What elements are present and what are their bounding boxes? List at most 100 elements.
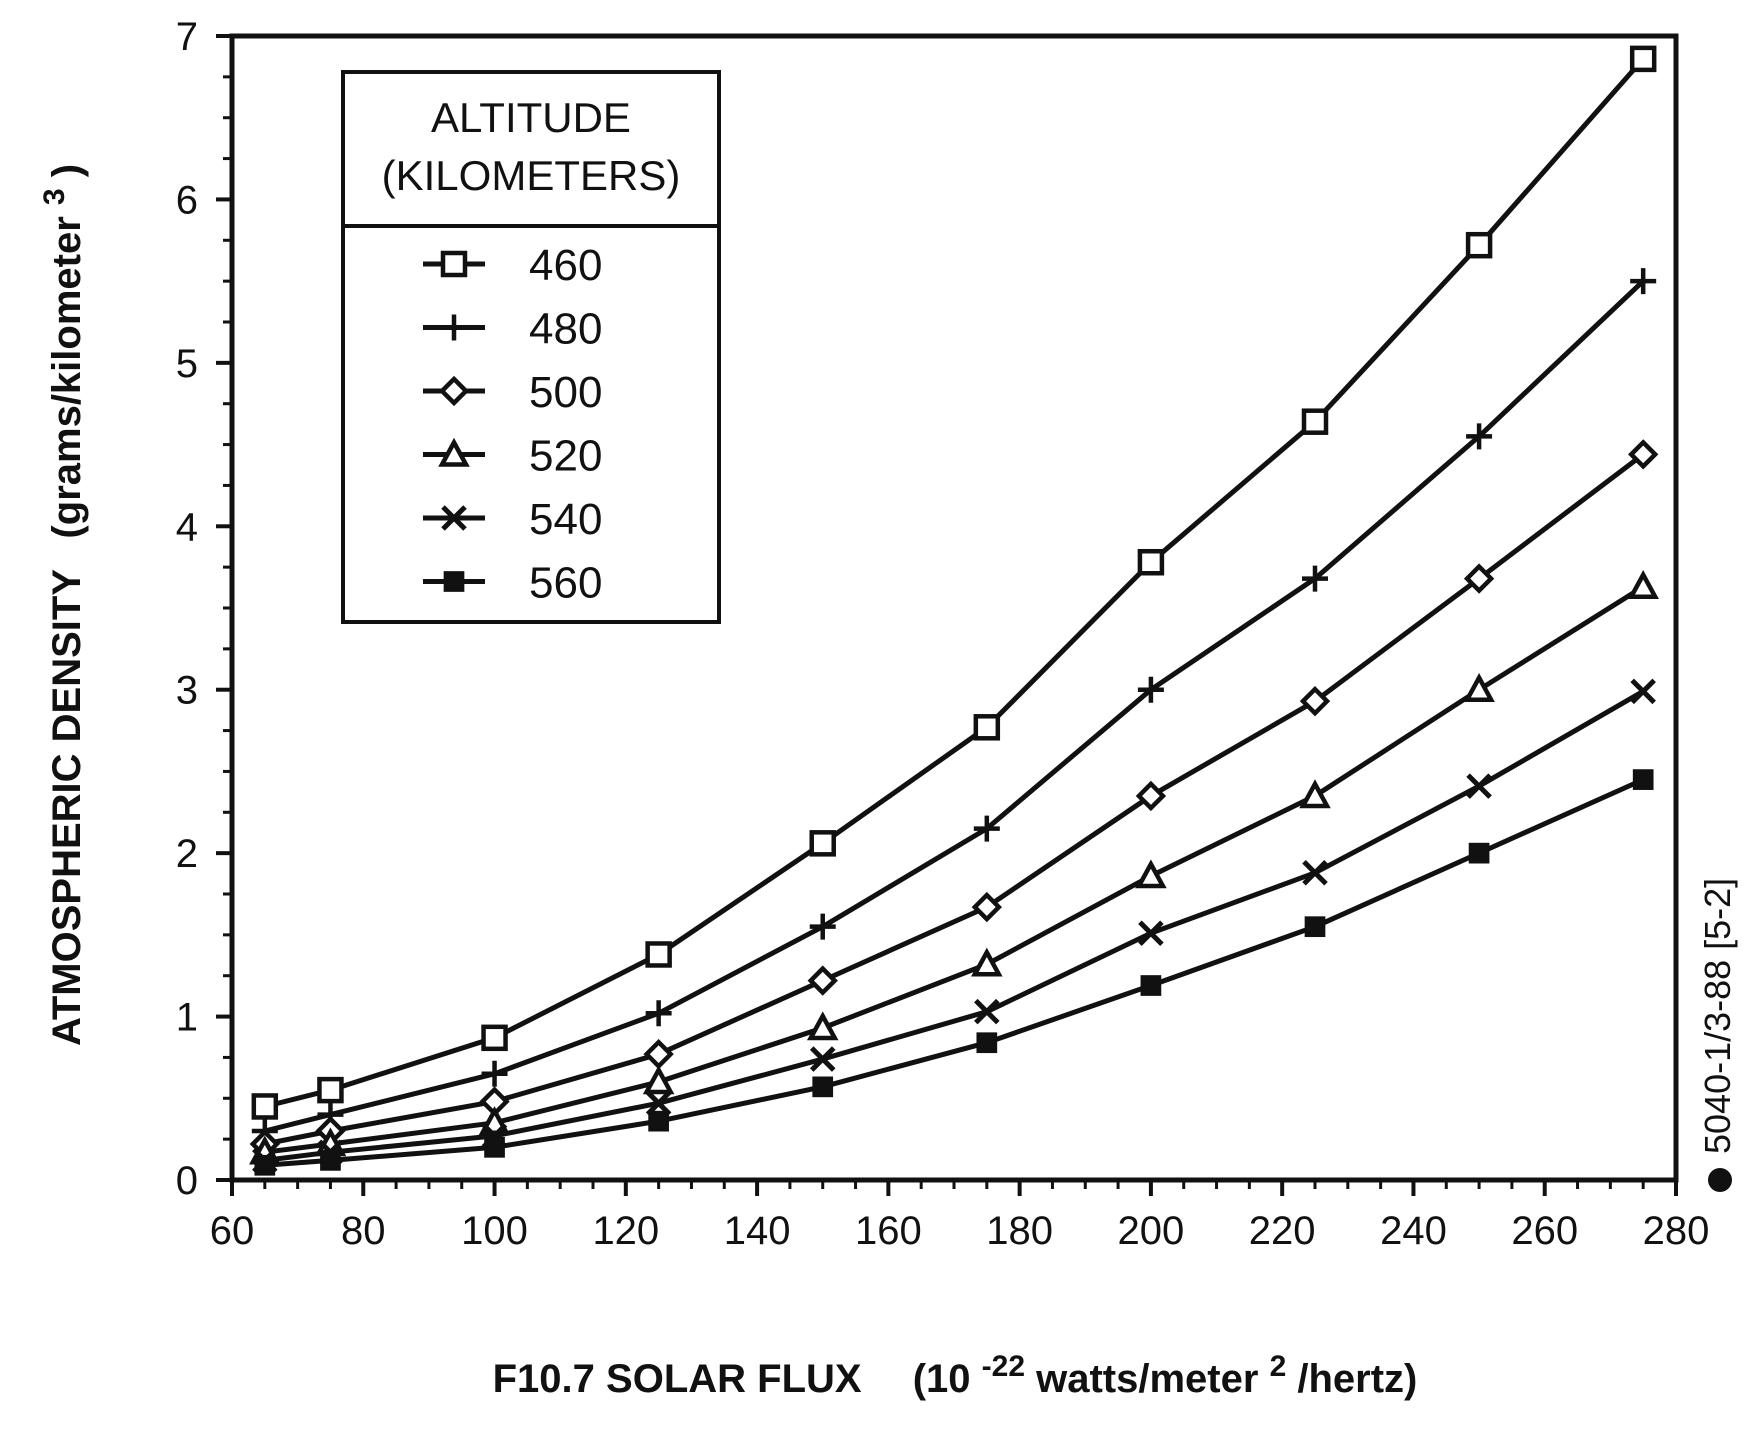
y-tick-label: 1 — [176, 996, 198, 1040]
data-point — [441, 314, 467, 341]
data-point — [1630, 268, 1657, 295]
data-point — [1627, 570, 1659, 600]
data-point — [1632, 769, 1654, 790]
marker-x — [1466, 773, 1492, 799]
y-tick-label: 6 — [176, 178, 198, 222]
x-tick-label: 200 — [1118, 1209, 1185, 1253]
data-point — [1630, 678, 1656, 705]
marker-triangle-open — [1463, 673, 1495, 702]
marker-plus — [645, 1000, 672, 1027]
axes: 60 80 100 120 140 160 180 200 220 240 260 280 0 1 2 3 4 5… — [176, 15, 1710, 1253]
legend-item: 520 — [423, 432, 602, 481]
series-line — [264, 689, 1645, 1163]
marker-x — [809, 1046, 836, 1072]
data-point — [1465, 231, 1493, 259]
y-axis-label: ATMOSPHERIC DENSITY (grams/kilometer 3 ) — [29, 164, 89, 1046]
marker-square-filled — [1304, 916, 1326, 938]
marker-triangle-open — [806, 1011, 839, 1041]
x-tick-label: 160 — [855, 1209, 922, 1253]
data-point — [809, 913, 836, 940]
marker-x — [1630, 678, 1656, 705]
legend-label: 520 — [529, 432, 602, 481]
series-line — [264, 584, 1645, 1155]
marker-square-open — [440, 250, 468, 278]
data-point — [812, 1076, 834, 1098]
marker-square-open — [809, 830, 836, 857]
marker-x — [441, 505, 467, 531]
data-point — [1301, 408, 1329, 435]
legend-label: 540 — [529, 495, 602, 544]
data-point — [438, 375, 470, 407]
marker-square-filled — [1468, 842, 1490, 864]
x-tick-label: 100 — [461, 1209, 528, 1253]
series-480 — [251, 268, 1657, 1144]
marker-square-filled — [648, 1110, 669, 1132]
data-point — [1302, 859, 1328, 886]
marker-square-open — [1465, 231, 1493, 259]
legend-item: 480 — [423, 305, 602, 354]
marker-diamond-open — [643, 1038, 674, 1070]
x-tick-label: 240 — [1380, 1209, 1447, 1253]
marker-square-filled — [1140, 975, 1162, 996]
data-point — [645, 941, 672, 968]
data-point — [443, 571, 465, 592]
marker-square-filled — [1632, 769, 1654, 790]
y-tick-label: 7 — [176, 15, 198, 59]
data-point — [254, 1154, 276, 1176]
x-tick-label: 60 — [210, 1209, 255, 1253]
marker-square-filled — [484, 1136, 505, 1158]
marker-plus — [481, 1060, 508, 1087]
marker-diamond-open — [1627, 439, 1659, 470]
data-point — [1137, 676, 1164, 703]
data-point — [317, 1076, 344, 1104]
y-axis-title: ATMOSPHERIC DENSITY — [45, 569, 89, 1046]
legend-box — [341, 70, 721, 624]
data-point — [1299, 779, 1331, 809]
legend-label: 460 — [529, 241, 602, 290]
legend: ALTITUDE (KILOMETERS) 460 480 500 520 540 560 — [341, 70, 721, 624]
series-line — [264, 777, 1645, 1168]
data-point — [1299, 685, 1331, 717]
x-axis-label: F10.7 SOLAR FLUX (10 -22 watts/meter 2 /… — [493, 1341, 1418, 1401]
x-tick-label: 120 — [592, 1209, 659, 1253]
data-point — [971, 891, 1002, 923]
x-axis-unit-mid: watts/meter — [1035, 1357, 1258, 1401]
series-line — [264, 57, 1646, 1109]
data-point — [438, 437, 470, 467]
marker-square-open — [481, 1024, 508, 1052]
y-tick-label: 5 — [176, 342, 198, 386]
marker-square-open — [645, 941, 672, 968]
marker-triangle-open — [642, 1065, 675, 1095]
data-point — [642, 1065, 675, 1095]
data-point — [1629, 45, 1657, 73]
marker-plus — [1466, 423, 1493, 450]
legend-item: 460 — [423, 241, 602, 290]
data-point — [806, 1011, 839, 1041]
marker-square-open — [1629, 45, 1657, 73]
marker-square-open — [973, 714, 1001, 741]
y-tick-label: 2 — [176, 832, 198, 876]
data-point — [1302, 565, 1328, 592]
data-point — [643, 1038, 674, 1070]
y-axis-unit-exp: 3 — [38, 188, 71, 205]
x-axis-title: F10.7 SOLAR FLUX — [493, 1357, 862, 1401]
marker-square-open — [1137, 548, 1165, 576]
data-point — [973, 714, 1001, 741]
y-axis-unit-pre: (grams/kilometer — [45, 216, 89, 538]
y-tick-label: 4 — [176, 505, 198, 549]
apple-logo-icon — [1708, 1168, 1732, 1192]
data-point — [1466, 423, 1493, 450]
marker-plus — [441, 314, 467, 341]
series-line — [264, 452, 1645, 1147]
series-460 — [251, 45, 1657, 1120]
marker-triangle-open — [1299, 779, 1331, 809]
series-group — [249, 45, 1659, 1176]
data-point — [251, 1093, 279, 1120]
data-point — [481, 1024, 508, 1052]
y-axis-unit-post: ) — [45, 164, 89, 177]
marker-square-filled — [254, 1154, 276, 1176]
marker-diamond-open — [438, 375, 470, 407]
data-point — [440, 250, 468, 278]
x-axis-unit-exp2: 2 — [1270, 1350, 1287, 1383]
marker-plus — [1137, 676, 1164, 703]
